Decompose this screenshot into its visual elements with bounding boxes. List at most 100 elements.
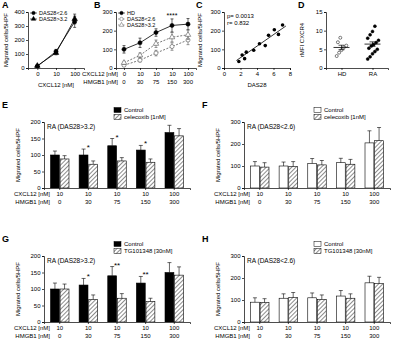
error-bar: [370, 42, 376, 46]
panel-letter: C: [196, 0, 203, 10]
tick-mark: [26, 12, 28, 13]
tick: 300: [210, 9, 224, 15]
tick-mark: [222, 31, 224, 32]
tick-mark: [42, 188, 44, 189]
point: [258, 42, 262, 46]
tick-mark: [37, 68, 38, 70]
y-axis-title: Migrated cells/5HPF: [215, 262, 221, 316]
legend-label: DAS28>3.2: [39, 16, 67, 22]
tick-label: 0: [21, 65, 25, 71]
legend-swatch: [114, 249, 121, 254]
tick: 100: [369, 188, 380, 197]
bar: [89, 164, 98, 188]
tick-label: 200: [30, 119, 41, 125]
tick-label: 300: [169, 199, 180, 205]
y-axis-title: Migrated cells/5HPF: [15, 262, 21, 316]
marker: [185, 32, 190, 37]
tick-mark: [59, 188, 60, 190]
tick-label: 10: [56, 191, 63, 197]
tick-label: 300: [183, 79, 194, 85]
axis-line: [26, 13, 29, 69]
tick-label: 5: [319, 47, 323, 53]
error-bar: [63, 156, 67, 159]
error-bar: [155, 29, 158, 36]
bar: [89, 300, 98, 322]
axis-line: [42, 257, 45, 323]
tick-mark: [75, 68, 76, 70]
error-bar: [63, 284, 67, 289]
x-axis: HDRA: [327, 68, 389, 77]
tick-label: 2: [239, 71, 243, 77]
tick: 10: [114, 322, 121, 331]
legend-swatch: [314, 115, 321, 120]
tick-label: 0: [319, 65, 323, 71]
tick-mark: [114, 12, 116, 13]
tick: 8: [289, 68, 293, 77]
series: [35, 14, 78, 67]
tick: 200: [30, 253, 44, 259]
point: [252, 48, 256, 52]
tick: 150: [30, 270, 44, 276]
tick: 10: [314, 322, 321, 331]
point: [369, 55, 372, 58]
point: [366, 37, 369, 40]
tick-label: 30: [137, 79, 144, 85]
marker: [53, 50, 58, 55]
error-bar: [367, 276, 371, 283]
error-bar: [123, 46, 126, 53]
tick: 0: [223, 68, 227, 77]
legend-marker: [120, 11, 123, 14]
tick: 200: [230, 275, 244, 281]
tick: 15: [316, 9, 326, 15]
legend-label: Control: [324, 241, 343, 247]
error-bar: [110, 139, 114, 146]
tick-mark: [42, 139, 44, 140]
tick-label: 100: [30, 152, 41, 158]
legend-swatch: [314, 242, 321, 247]
legend-item: Control: [314, 107, 343, 113]
tick: 100: [30, 152, 44, 158]
error-bar: [367, 131, 371, 143]
tick-mark: [317, 188, 318, 190]
tick: 10: [285, 188, 292, 197]
marker: [138, 58, 142, 62]
tick-label: 150: [141, 333, 152, 339]
title: RA (DAS28<2.6): [247, 123, 295, 131]
tick-label: 30: [85, 333, 92, 339]
panel: E05010015020010101010100CXCL12 [nM]03075…: [2, 100, 191, 205]
tick-label: 0: [258, 333, 262, 339]
tick-label: 10: [53, 71, 60, 77]
tick-mark: [324, 12, 326, 13]
point: [377, 39, 380, 42]
bar: [279, 166, 288, 188]
y-axis-title: Migrated cells/5HPF: [15, 128, 21, 182]
point: [371, 52, 374, 55]
annotation: *: [144, 139, 147, 148]
tick: 10: [342, 322, 349, 331]
tick-label: 10: [137, 71, 144, 77]
axis-line: [222, 13, 225, 69]
tick-mark: [259, 188, 260, 190]
tick-label: 8: [289, 71, 293, 77]
panel: B01002003000101010100CXCL12 [nM]03075150…: [82, 0, 197, 85]
legend-item: celecoxib [1nM]: [314, 114, 366, 120]
legend-marker: [31, 16, 36, 20]
tick-label: 300: [369, 199, 380, 205]
y-axis-title: Migrated cells/5HPF: [215, 128, 221, 182]
tick-label: 4: [256, 71, 260, 77]
bar: [108, 146, 117, 188]
bar: [308, 163, 317, 188]
tick-label: 100: [183, 71, 194, 77]
error-bar: [91, 295, 95, 300]
legend-swatch: [314, 108, 321, 113]
tick: 4: [256, 68, 260, 77]
legend-label: DAS28>3.2: [127, 22, 155, 28]
series: [121, 30, 190, 64]
point: [336, 41, 339, 44]
tick-mark: [324, 31, 326, 32]
tick-mark: [345, 322, 346, 324]
tick: 10: [114, 188, 121, 197]
legend-item: Control: [114, 107, 143, 113]
error-bar: [253, 298, 257, 302]
bar: [50, 289, 59, 322]
